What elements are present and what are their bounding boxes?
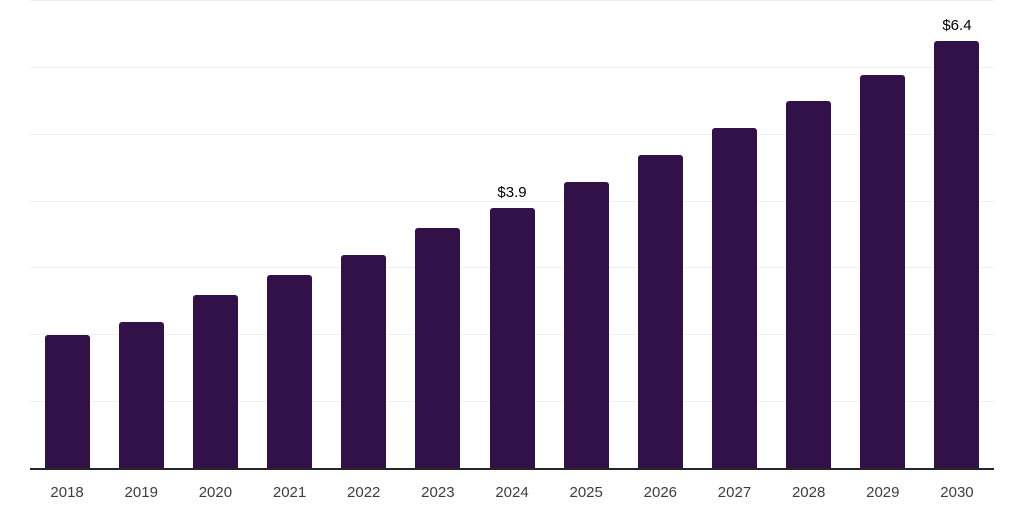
gridline-4 — [30, 200, 994, 202]
gridline-6 — [30, 66, 994, 68]
bar-slot-2029 — [846, 1, 920, 469]
bar-2018 — [44, 335, 90, 469]
plot-area: $3.9 $6.4 — [30, 0, 994, 469]
bar-slot-2019 — [104, 1, 178, 469]
x-tick-2026: 2026 — [643, 484, 678, 501]
bar-2023 — [415, 228, 461, 469]
x-axis-line — [30, 468, 994, 470]
x-tick-2025: 2025 — [569, 484, 603, 501]
x-tick-2023: 2023 — [421, 484, 455, 501]
x-tick-2020: 2020 — [198, 484, 233, 501]
data-label-2024: $3.9 — [497, 184, 527, 202]
gridline-7 — [30, 0, 994, 1]
bar-slot-2028 — [772, 1, 846, 469]
bar-2029 — [860, 74, 906, 469]
bar-2024 — [489, 208, 535, 469]
x-tick-2030: 2030 — [940, 484, 974, 501]
bar-2022 — [341, 255, 387, 469]
bar-slot-2022 — [327, 1, 401, 469]
x-tick-2027: 2027 — [717, 484, 752, 501]
bar-2020 — [192, 295, 238, 469]
bar-2019 — [118, 321, 164, 469]
x-tick-2018: 2018 — [50, 484, 84, 501]
bar-2026 — [637, 154, 683, 469]
bar-slot-2020 — [178, 1, 252, 469]
x-tick-2024: 2024 — [495, 484, 529, 501]
data-label-2030: $6.4 — [942, 17, 972, 35]
bar-2021 — [267, 275, 313, 469]
bar-2025 — [563, 181, 609, 469]
x-tick-2029: 2029 — [866, 484, 900, 501]
bar-2028 — [786, 101, 832, 469]
bar-slot-2025 — [549, 1, 623, 469]
bar-slot-2021 — [252, 1, 326, 469]
bar-2027 — [711, 128, 757, 469]
bar-slot-2018 — [30, 1, 104, 469]
bar-slot-2026 — [623, 1, 697, 469]
bar-slot-2024: $3.9 — [475, 1, 549, 469]
x-tick-2019: 2019 — [124, 484, 158, 501]
gridline-5 — [30, 133, 994, 135]
bars: $3.9 $6.4 — [30, 1, 994, 469]
x-tick-2021: 2021 — [272, 484, 307, 501]
bar-slot-2027 — [697, 1, 771, 469]
x-tick-2028: 2028 — [791, 484, 826, 501]
bar-2030 — [934, 41, 980, 469]
bar-slot-2023 — [401, 1, 475, 469]
bar-slot-2030: $6.4 — [920, 1, 994, 469]
x-tick-2022: 2022 — [347, 484, 381, 501]
x-axis-labels: 2018 2019 2020 2021 2022 2023 2024 2025 2026 2027… — [30, 484, 994, 502]
